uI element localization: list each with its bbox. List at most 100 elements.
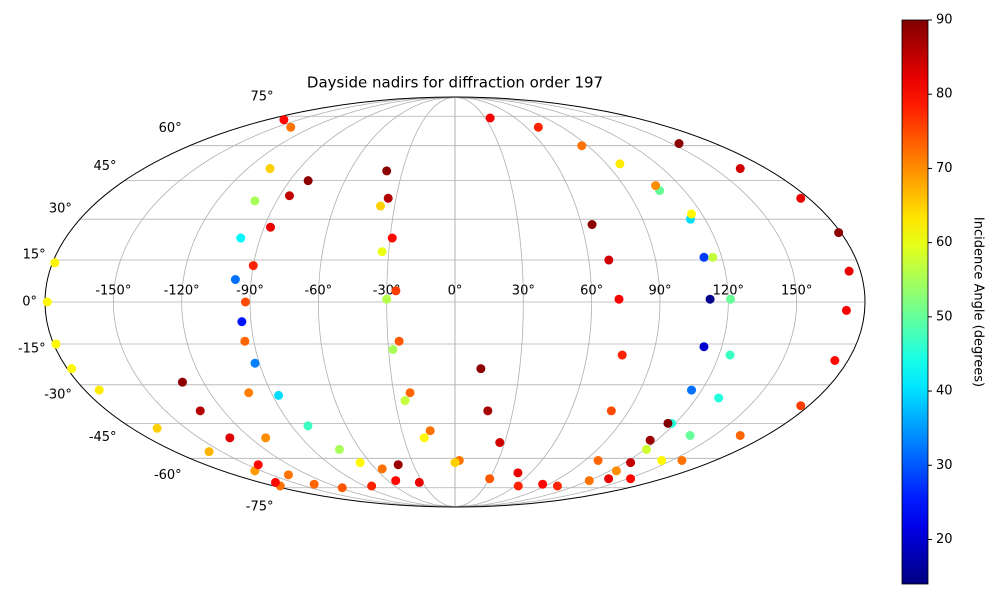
data-point bbox=[476, 364, 486, 374]
x-tick-label: -90° bbox=[236, 284, 264, 299]
colorbar-tick-label: 60 bbox=[936, 235, 953, 250]
data-point bbox=[250, 358, 260, 368]
x-tick-label: 90° bbox=[648, 284, 671, 299]
data-point bbox=[334, 444, 344, 454]
data-point bbox=[236, 233, 246, 243]
data-point bbox=[391, 286, 401, 296]
data-point bbox=[830, 356, 840, 366]
data-point bbox=[50, 258, 60, 268]
data-point bbox=[376, 201, 386, 211]
y-tick-label: 30° bbox=[49, 202, 72, 217]
y-tick-label: 15° bbox=[23, 247, 46, 262]
data-point bbox=[604, 255, 614, 265]
data-point bbox=[834, 228, 844, 238]
y-tick-label: -75° bbox=[246, 500, 274, 515]
data-point bbox=[284, 191, 294, 201]
data-point bbox=[593, 455, 603, 465]
data-point bbox=[391, 476, 401, 486]
data-point bbox=[377, 464, 387, 474]
grid-line bbox=[454, 96, 593, 508]
data-point bbox=[42, 297, 52, 307]
data-point bbox=[726, 294, 736, 304]
data-point bbox=[677, 455, 687, 465]
data-point bbox=[687, 209, 697, 219]
data-point bbox=[382, 166, 392, 176]
data-point bbox=[577, 141, 587, 151]
x-tick-label: 60° bbox=[580, 284, 603, 299]
chart-title: Dayside nadirs for diffraction order 197 bbox=[307, 74, 603, 92]
data-point bbox=[248, 261, 258, 271]
data-point bbox=[735, 430, 745, 440]
data-point bbox=[626, 474, 636, 484]
grid-line bbox=[454, 96, 661, 508]
y-tick-label: -60° bbox=[154, 468, 182, 483]
y-tick-label: 60° bbox=[159, 121, 182, 136]
y-tick-label: -15° bbox=[18, 342, 46, 357]
data-point bbox=[626, 458, 636, 468]
data-point bbox=[425, 426, 435, 436]
data-point bbox=[230, 275, 240, 285]
data-point bbox=[604, 474, 614, 484]
data-point bbox=[657, 455, 667, 465]
x-tick-label: -60° bbox=[304, 284, 332, 299]
data-point bbox=[483, 406, 493, 416]
data-point bbox=[513, 468, 523, 478]
data-point bbox=[552, 481, 562, 491]
data-point bbox=[225, 433, 235, 443]
data-point bbox=[367, 481, 377, 491]
data-point bbox=[152, 423, 162, 433]
y-tick-label: 75° bbox=[250, 89, 273, 104]
y-tick-label: -30° bbox=[44, 387, 72, 402]
data-point bbox=[485, 113, 495, 123]
x-tick-label: 150° bbox=[781, 284, 812, 299]
data-point bbox=[663, 418, 673, 428]
data-point bbox=[642, 444, 652, 454]
colorbar-tick-label: 20 bbox=[936, 532, 953, 547]
data-point bbox=[841, 305, 851, 315]
data-point bbox=[796, 193, 806, 203]
colorbar-tick-label: 90 bbox=[936, 13, 953, 28]
colorbar-tick-label: 50 bbox=[936, 309, 953, 324]
data-point bbox=[286, 122, 296, 132]
data-point bbox=[714, 393, 724, 403]
data-point bbox=[533, 122, 543, 132]
colorbar-tick-label: 30 bbox=[936, 458, 953, 473]
data-point bbox=[204, 447, 214, 457]
data-point bbox=[265, 222, 275, 232]
data-point bbox=[177, 377, 187, 387]
colorbar-label: Incidence Angle (degrees) bbox=[971, 217, 986, 387]
grid-line bbox=[181, 96, 456, 508]
data-point bbox=[383, 193, 393, 203]
data-point bbox=[51, 339, 61, 349]
data-point bbox=[337, 483, 347, 493]
data-point bbox=[283, 470, 293, 480]
y-tick-label: 45° bbox=[94, 159, 117, 174]
data-point bbox=[419, 433, 429, 443]
data-point bbox=[699, 252, 709, 262]
data-point bbox=[67, 364, 77, 374]
data-point bbox=[387, 233, 397, 243]
data-point bbox=[617, 350, 627, 360]
data-point bbox=[645, 435, 655, 445]
data-point bbox=[611, 466, 621, 476]
data-point bbox=[244, 388, 254, 398]
data-point bbox=[274, 390, 284, 400]
grid-line bbox=[249, 96, 456, 508]
data-point bbox=[265, 164, 275, 174]
data-point bbox=[587, 220, 597, 230]
colorbar-tick-label: 80 bbox=[936, 87, 953, 102]
data-point bbox=[393, 460, 403, 470]
data-point bbox=[614, 294, 624, 304]
colorbar-tick-label: 70 bbox=[936, 161, 953, 176]
data-point bbox=[513, 481, 523, 491]
data-point bbox=[394, 336, 404, 346]
data-point bbox=[584, 476, 594, 486]
data-point bbox=[705, 294, 715, 304]
data-point bbox=[309, 479, 319, 489]
data-point bbox=[615, 159, 625, 169]
data-point bbox=[606, 406, 616, 416]
x-tick-label: 30° bbox=[512, 284, 535, 299]
data-point bbox=[651, 181, 661, 191]
data-point bbox=[708, 252, 718, 262]
